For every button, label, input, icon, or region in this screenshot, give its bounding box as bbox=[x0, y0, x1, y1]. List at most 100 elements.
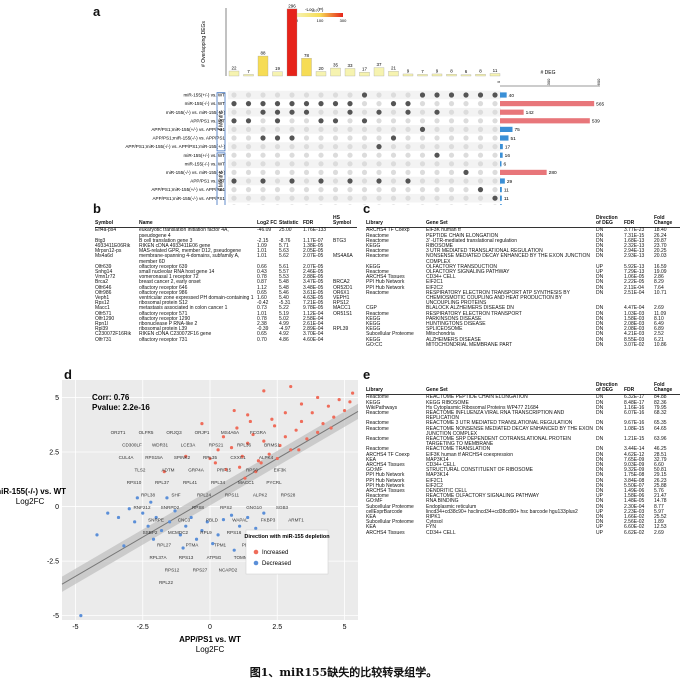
deg-gene-table-cell: C230072F16Rik bbox=[95, 331, 132, 338]
deg-gene-table-cell: 1.01 bbox=[257, 248, 267, 255]
enrichment-e-cell: 63.96 bbox=[654, 436, 667, 443]
matrix-dot bbox=[492, 144, 498, 150]
matrix-dot bbox=[289, 187, 295, 193]
set-row-label: APP/PS1 vs. WT bbox=[190, 118, 225, 123]
group-box-8m bbox=[216, 152, 226, 205]
matrix-dot bbox=[318, 195, 324, 201]
data-point-increased bbox=[342, 408, 347, 413]
matrix-dot bbox=[303, 178, 310, 184]
enrichment-c-cell: 1.03E-03 bbox=[624, 310, 645, 317]
deg-gene-table-cell: vomeronasal 1 receptor 72 bbox=[139, 274, 199, 281]
panel-label-b: b bbox=[93, 201, 101, 216]
data-point-decreased bbox=[146, 524, 150, 528]
deg-value: 11 bbox=[504, 187, 509, 193]
intersection-count: 7 bbox=[421, 69, 424, 74]
matrix-dot bbox=[245, 187, 252, 193]
table-row: Rpl39 ribosomal protein L39 -0.39 -4.97 2.89… bbox=[95, 327, 357, 332]
matrix-dot bbox=[318, 109, 324, 115]
deg-gene-table-header: FDR bbox=[303, 220, 314, 227]
enrichment-c-cell: CGP bbox=[366, 305, 377, 312]
table-row: Macc1 metastasis associated in colon canc… bbox=[95, 306, 357, 311]
gene-label: RPL27 bbox=[157, 543, 171, 548]
matrix-dot bbox=[303, 144, 310, 150]
matrix-dot bbox=[274, 118, 281, 124]
deg-gene-table-cell: 2.88E-05 bbox=[303, 274, 324, 281]
intersection-count: 33 bbox=[347, 63, 353, 68]
enrichment-e-cell: 5.50E-07 bbox=[624, 482, 645, 489]
matrix-dot bbox=[390, 101, 397, 107]
intersection-bar bbox=[272, 71, 283, 77]
matrix-dot bbox=[274, 92, 281, 98]
matrix-dot bbox=[390, 92, 397, 98]
deg-gene-table-cell: ribonuclease P RNA-like 2 bbox=[139, 321, 198, 328]
matrix-dot bbox=[245, 135, 252, 141]
enrichment-e-cell: 6.62E-02 bbox=[624, 529, 645, 536]
table-row: KEGG SPLICEOSOME DN 2.08E-03 6.89 bbox=[366, 327, 680, 332]
enrichment-table-e: Library Gene Set Direction of DEG FDR Fold C… bbox=[366, 382, 680, 536]
enrichment-e-header: Direction of DEG bbox=[596, 382, 618, 394]
matrix-dot bbox=[419, 135, 426, 141]
data-point-increased bbox=[200, 422, 204, 426]
enrichment-c-cell: DN bbox=[596, 326, 604, 333]
enrichment-e-cell: ARCHS4 Tissues bbox=[366, 529, 405, 536]
enrichment-e-cell: CD34+ CELL bbox=[426, 529, 456, 536]
matrix-dot bbox=[477, 187, 484, 193]
table-row: PPI Hub Network EIF2C1 DN 2.22E-05 8.29 bbox=[366, 280, 680, 285]
set-row-label: miR-155(-/-) vs. WT bbox=[185, 161, 226, 166]
enrichment-c-cell: KEGG bbox=[366, 326, 381, 333]
matrix-dot bbox=[332, 178, 339, 184]
matrix-dot bbox=[492, 135, 498, 141]
matrix-dot bbox=[332, 118, 339, 124]
enrichment-c-cell: 7.64 bbox=[654, 284, 664, 291]
table-row: Veph1 ventricular zone expressed PH domai… bbox=[95, 295, 357, 301]
deg-gene-table-cell: 7.21E-05 bbox=[303, 300, 324, 307]
enrichment-e-cell: DN bbox=[596, 410, 604, 417]
intersection-count: 11 bbox=[493, 68, 498, 73]
matrix-dot bbox=[274, 109, 281, 115]
deg-gene-table-cell: 5.19 bbox=[279, 310, 289, 317]
matrix-dot bbox=[405, 195, 411, 201]
matrix-dot bbox=[448, 92, 455, 98]
matrix-dot bbox=[361, 161, 368, 167]
matrix-dot bbox=[260, 109, 266, 115]
y-tick-label: 5 bbox=[55, 395, 59, 402]
matrix-dot bbox=[303, 161, 310, 167]
gene-label: RPL34 bbox=[211, 480, 225, 485]
enrichment-c-cell: DN bbox=[596, 274, 604, 281]
y-tick-label: -2.5 bbox=[47, 559, 59, 566]
enrichment-e-cell: DN bbox=[596, 498, 604, 505]
table-row: GO:CC MITOCHONDRIAL MEMBRANE PART DN 3.07E-… bbox=[366, 342, 680, 348]
matrix-dot bbox=[390, 135, 397, 141]
matrix-dot bbox=[260, 92, 266, 98]
legend-swatch bbox=[253, 560, 259, 566]
gene-label: OR2T1 bbox=[111, 430, 126, 435]
intersection-bar bbox=[315, 71, 327, 77]
deg-value: 11 bbox=[504, 196, 509, 202]
table-row: Reactome 3 UTR MEDIATED TRANSLATIONAL REG… bbox=[366, 249, 680, 254]
matrix-dot bbox=[289, 152, 295, 158]
matrix-dot bbox=[492, 118, 498, 124]
data-point-increased bbox=[213, 461, 217, 465]
table-row: Eif4a-ps4 eukaryotic translation initiati… bbox=[95, 228, 357, 239]
matrix-dot bbox=[318, 169, 324, 175]
gene-label: RPS15A bbox=[145, 455, 164, 460]
matrix-dot bbox=[405, 169, 411, 175]
matrix-dot bbox=[289, 118, 295, 124]
enrichment-c-cell: DN bbox=[596, 227, 604, 234]
gene-label: TOMM7 bbox=[234, 555, 251, 560]
enrichment-e-cell: 14.78 bbox=[654, 498, 667, 505]
matrix-dot bbox=[434, 92, 440, 98]
enrichment-c-cell: RIBOSOME bbox=[426, 243, 453, 250]
data-point-increased bbox=[262, 389, 266, 393]
deg-bar bbox=[500, 135, 509, 141]
enrichment-e-cell: Subcellular Proteome bbox=[366, 519, 414, 526]
matrix-dot bbox=[464, 204, 468, 205]
data-point-decreased bbox=[95, 533, 99, 537]
matrix-dot bbox=[405, 161, 411, 167]
deg-gene-table-cell: RIKEN cDNA C230072F16 gene bbox=[139, 331, 212, 338]
deg-gene-table-cell: olfactory receptor 731 bbox=[139, 336, 188, 343]
matrix-dot bbox=[477, 195, 484, 201]
gene-label: RPL35 bbox=[203, 455, 217, 460]
y-axis-title: miR-155(-/-) vs. WT bbox=[0, 487, 66, 496]
enrichment-c-cell: KEGG bbox=[366, 321, 381, 328]
